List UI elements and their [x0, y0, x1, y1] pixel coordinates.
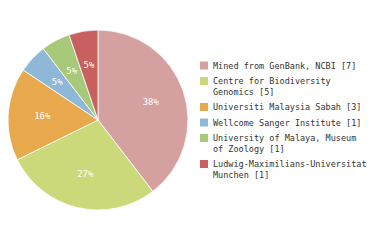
data-label: 5% — [66, 66, 77, 76]
legend-entry: Centre for BiodiversityGenomics [5] — [213, 76, 331, 97]
legend-swatch — [200, 119, 208, 127]
data-label: 38% — [143, 97, 160, 107]
legend-entry: Mined from GenBank, NCBI [7] — [213, 61, 356, 71]
legend-entry: Universiti Malaysia Sabah [3] — [213, 102, 361, 112]
legend-swatch — [200, 160, 208, 168]
legend-swatch — [200, 77, 208, 85]
data-label: 5% — [52, 77, 63, 87]
legend-entry: University of Malaya, Museumof Zoology [… — [213, 133, 356, 154]
chart: 38%27%16%5%5%5%Mined from GenBank, NCBI … — [0, 0, 380, 240]
legend-swatch — [200, 103, 208, 111]
legend-entry: Wellcome Sanger Institute [1] — [213, 118, 361, 128]
legend-entry: Ludwig-Maximilians-UniversitatMunchen [1… — [213, 159, 367, 180]
data-label: 5% — [83, 60, 94, 70]
pie — [8, 30, 188, 210]
legend-swatch — [200, 62, 208, 70]
data-label: 16% — [34, 111, 51, 121]
data-labels: 38%27%16%5%5%5% — [34, 60, 159, 179]
data-label: 27% — [77, 169, 94, 179]
legend: Mined from GenBank, NCBI [7] Centre for B… — [200, 61, 367, 180]
legend-swatch — [200, 134, 208, 142]
